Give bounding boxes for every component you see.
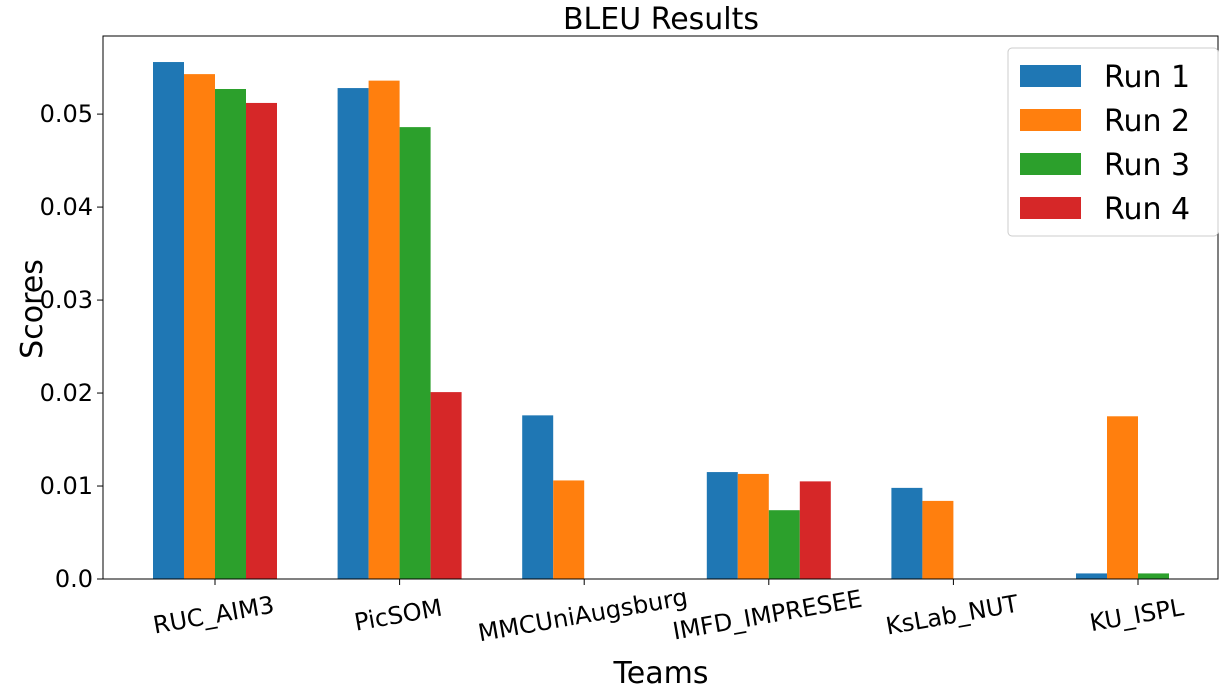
y-tick-label: 0.0 (55, 565, 93, 593)
bar-run-1-picsom (337, 88, 369, 580)
x-tick-label: KU_ISPL (1087, 593, 1186, 637)
legend-label: Run 3 (1104, 148, 1190, 183)
bar-run-3-picsom (399, 127, 431, 579)
bar-run-2-ruc-aim3 (184, 74, 215, 579)
x-tick-label: PicSOM (352, 594, 444, 637)
legend-swatch (1020, 65, 1081, 87)
bar-run-1-imfd-impresee (706, 472, 738, 579)
bar-run-2-mmcuniaugsburg (553, 480, 585, 579)
bar-run-3-ku-ispl (1138, 573, 1169, 579)
y-tick-label: 0.05 (40, 100, 93, 128)
x-tick-label: RUC_AIM3 (151, 591, 276, 640)
bar-run-2-picsom (368, 80, 400, 580)
legend: Run 1 Run 2 Run 3 Run 4 (1007, 47, 1219, 237)
bar-run-3-ruc-aim3 (215, 88, 246, 579)
bar-run-3-imfd-impresee (768, 510, 800, 579)
bars-layer (153, 62, 1169, 580)
x-tick-label: KsLab_NUT (884, 590, 1021, 641)
bar-run-4-picsom (430, 392, 462, 579)
legend-label: Run 2 (1104, 104, 1190, 139)
plot-frame (102, 35, 1219, 580)
bar-run-1-mmcuniaugsburg (522, 415, 554, 579)
chart-title: BLEU Results (563, 2, 759, 37)
x-tick-label: MMCUniAugsburg (476, 583, 690, 647)
legend-label: Run 1 (1104, 60, 1190, 95)
bar-run-1-ku-ispl (1076, 573, 1107, 579)
legend-swatch (1020, 109, 1081, 131)
bar-run-4-ruc-aim3 (246, 102, 277, 580)
bar-run-4-imfd-impresee (799, 481, 831, 579)
bar-run-2-ku-ispl (1107, 416, 1138, 579)
bar-run-1-ruc-aim3 (153, 62, 184, 580)
legend-swatch (1020, 153, 1081, 175)
y-tick-label: 0.03 (40, 286, 93, 314)
bar-run-2-imfd-impresee (737, 473, 769, 579)
x-axis: RUC_AIM3 PicSOM MMCUniAugsburgIMFD_IMPRESE… (151, 579, 1186, 647)
legend-swatch (1020, 197, 1081, 219)
y-tick-label: 0.04 (40, 193, 93, 221)
x-tick-label: IMFD_IMPRESEE (671, 585, 865, 646)
legend-box (1007, 47, 1219, 237)
y-tick-label: 0.02 (40, 379, 93, 407)
y-axis-label: Scores (15, 259, 50, 359)
legend-label: Run 4 (1104, 192, 1190, 227)
y-axis: 0.0 0.01 0.02 0.03 0.04 0.05 (40, 100, 103, 593)
x-axis-label: Teams (613, 656, 709, 691)
y-tick-label: 0.01 (40, 472, 93, 500)
bar-run-1-kslab-nut (891, 487, 923, 579)
bar-run-2-kslab-nut (922, 500, 954, 579)
